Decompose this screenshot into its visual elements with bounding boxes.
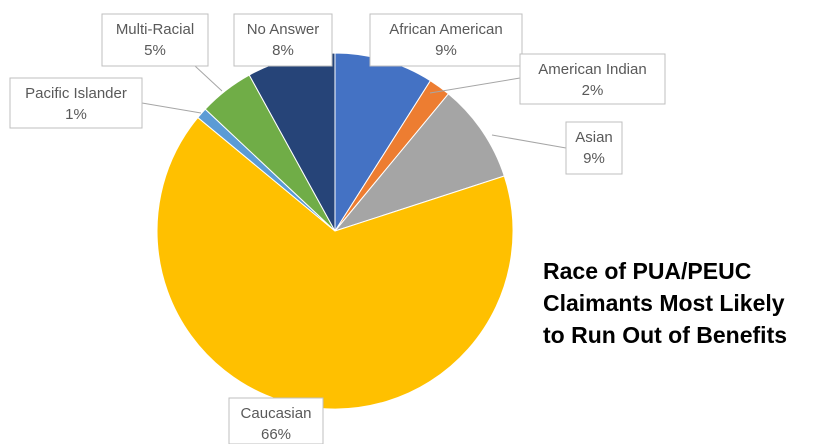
pie-slices — [156, 52, 514, 410]
label-caucasian: Caucasian 66% — [228, 397, 324, 444]
category-label: American Indian — [538, 61, 646, 78]
label-box — [519, 53, 666, 105]
value-label: 9% — [435, 42, 457, 59]
leader-line-multi-racial — [194, 65, 223, 92]
category-label: No Answer — [247, 21, 320, 38]
leader-line-pacific-islander — [141, 102, 202, 114]
value-label: 9% — [583, 150, 605, 167]
chart-title-line-2: Claimants Most Likely — [543, 290, 785, 316]
label-box — [565, 121, 623, 175]
label-box — [228, 397, 324, 444]
chart-title: Race of PUA/PEUC Claimants Most Likely t… — [543, 255, 833, 351]
category-label: Pacific Islander — [25, 85, 127, 102]
value-label: 5% — [144, 42, 166, 59]
category-label: Multi-Racial — [116, 21, 194, 38]
label-box — [369, 13, 523, 67]
leader-line-american-indian — [429, 77, 521, 94]
label-box — [9, 77, 143, 129]
label-asian: Asian 9% — [565, 121, 623, 175]
value-label: 8% — [272, 42, 294, 59]
label-multi-racial: Multi-Racial 5% — [101, 13, 209, 67]
slice-labels: African American 9% American Indian 2% Asian… — [9, 13, 666, 444]
label-no-answer: No Answer 8% — [233, 13, 333, 67]
label-box — [233, 13, 333, 67]
category-label: Asian — [575, 129, 613, 146]
chart-title-line-3: to Run Out of Benefits — [543, 322, 788, 348]
value-label: 1% — [65, 106, 87, 123]
leader-lines — [141, 65, 567, 149]
leader-line-asian — [491, 134, 567, 149]
category-label: African American — [389, 21, 502, 38]
value-label: 66% — [261, 426, 291, 443]
category-label: Caucasian — [241, 405, 312, 422]
label-pacific-islander: Pacific Islander 1% — [9, 77, 143, 129]
label-african-american: African American 9% — [369, 13, 523, 67]
label-american-indian: American Indian 2% — [519, 53, 666, 105]
slice-asian — [333, 93, 505, 233]
chart-title-line-1: Race of PUA/PEUC — [543, 258, 752, 284]
label-box — [101, 13, 209, 67]
value-label: 2% — [582, 82, 604, 99]
